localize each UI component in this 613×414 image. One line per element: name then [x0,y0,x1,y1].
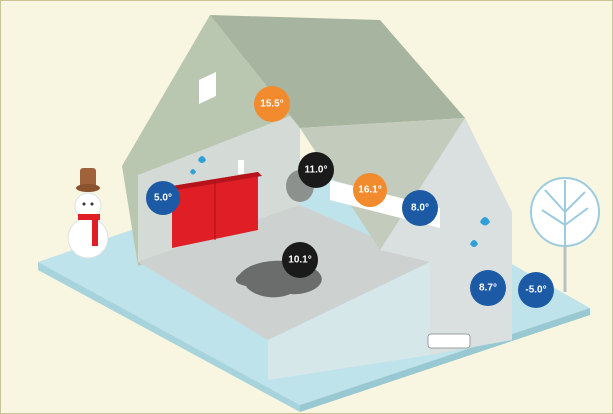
temp-badge-floor: 10.1° [282,242,318,278]
temp-badge-attic: 15.5° [254,86,290,122]
bottle [238,160,244,174]
svg-text:10.1°: 10.1° [288,255,311,266]
front-wall [268,262,430,380]
temp-badge-outside: -5.0° [518,272,554,308]
svg-text:16.1°: 16.1° [358,185,381,196]
ground-plate-edge-right [300,308,590,412]
attic-window [199,72,216,104]
snowman-icon [67,168,109,259]
temp-badge-roof-insulation: 16.1° [353,173,387,207]
svg-text:11.0°: 11.0° [305,165,328,176]
temp-badge-outer-wall: 8.7° [470,270,506,306]
red-cabinet-top [172,172,262,190]
ground-plate-edge [38,262,300,412]
svg-text:5.0°: 5.0° [154,193,172,204]
svg-text:-5.0°: -5.0° [525,285,546,296]
radiator-icon [427,333,471,349]
svg-text:15.5°: 15.5° [260,99,283,110]
temp-badge-kitchen-wall: 5.0° [146,181,180,215]
frosty-tree-icon [530,177,600,292]
temp-badge-roof-outer: 8.0° [402,190,438,226]
temp-badge-ceiling: 11.0° [298,152,334,188]
svg-text:8.0°: 8.0° [411,203,429,214]
svg-text:8.7°: 8.7° [479,283,497,294]
water-droplet-icon [470,217,490,247]
roof [210,15,465,128]
water-droplet-icon [190,156,206,175]
